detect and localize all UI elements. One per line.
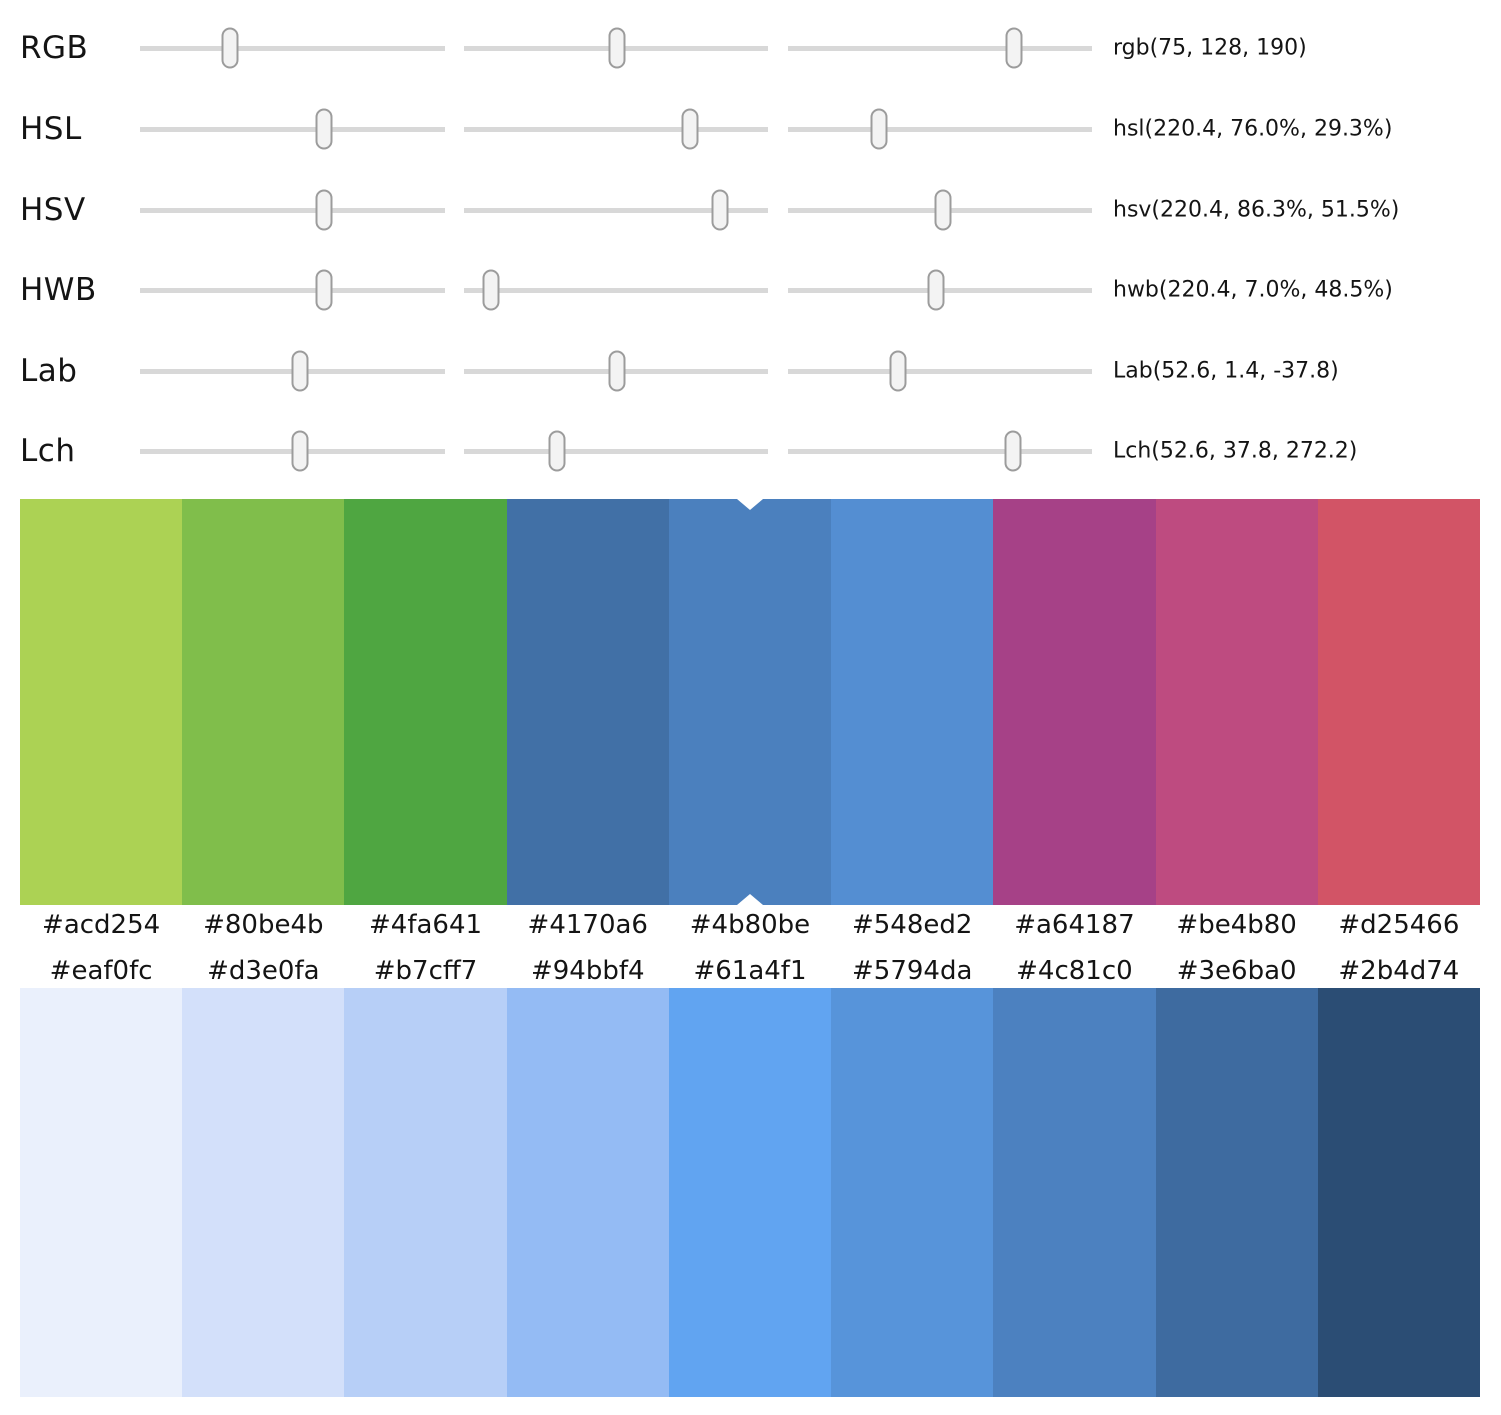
selected-swatch-notch-bottom [737,894,763,905]
lch-c-slider[interactable] [464,430,768,472]
hex-label: #5794da [852,956,973,986]
hex-label: #548ed2 [851,910,973,940]
slider-row-lch: Lch Lch(52.6, 37.8, 272.2) [0,411,1501,491]
slider-thumb[interactable] [291,430,309,472]
lightness-swatch[interactable] [1155,988,1318,1397]
slider-row-label-lab: Lab [20,353,78,389]
lightness-swatch[interactable] [506,988,669,1397]
slider-row-hwb: HWB hwb(220.4, 7.0%, 48.5%) [0,250,1501,330]
slider-row-label-rgb: RGB [20,30,89,66]
hex-label: #4170a6 [527,910,648,940]
lab-value-readout: Lab(52.6, 1.4, -37.8) [1113,358,1339,384]
hex-label: #acd254 [42,910,161,940]
lab-l-slider[interactable] [140,350,445,392]
slider-thumb[interactable] [681,108,699,150]
hue-swatch[interactable] [993,499,1156,905]
slider-thumb[interactable] [608,27,626,69]
hwb-hue-slider[interactable] [140,269,445,311]
hsl-value-readout: hsl(220.4, 76.0%, 29.3%) [1113,116,1393,142]
hsv-value-readout: hsv(220.4, 86.3%, 51.5%) [1113,197,1400,223]
slider-thumb[interactable] [315,269,333,311]
slider-thumb[interactable] [1004,430,1022,472]
hex-label: #b7cff7 [373,956,478,986]
hsv-hue-slider[interactable] [140,189,445,231]
lightness-swatch[interactable] [20,988,183,1397]
slider-thumb[interactable] [711,189,729,231]
hex-label: #94bbf4 [530,956,645,986]
rgb-blue-slider[interactable] [788,27,1092,69]
hex-label: #80be4b [203,910,324,940]
hex-label: #2b4d74 [1338,956,1460,986]
slider-row-label-hsl: HSL [20,111,82,147]
lab-a-slider[interactable] [464,350,768,392]
lightness-swatch[interactable] [344,988,507,1397]
hex-label: #d25466 [1338,910,1460,940]
slider-thumb[interactable] [934,189,952,231]
hwb-value-readout: hwb(220.4, 7.0%, 48.5%) [1113,277,1393,303]
hex-label: #a64187 [1014,910,1135,940]
hue-palette-strip [20,499,1480,905]
hex-label: #61a4f1 [693,956,807,986]
slider-thumb[interactable] [608,350,626,392]
hsv-saturation-slider[interactable] [464,189,768,231]
hwb-blackness-slider[interactable] [788,269,1092,311]
selected-swatch-notch-top [737,499,763,510]
hue-swatch-selected[interactable] [668,499,832,905]
lch-l-slider[interactable] [140,430,445,472]
slider-thumb[interactable] [548,430,566,472]
slider-thumb[interactable] [870,108,888,150]
lab-b-slider[interactable] [788,350,1092,392]
slider-row-hsl: HSL hsl(220.4, 76.0%, 29.3%) [0,89,1501,169]
hue-swatch[interactable] [831,499,994,905]
lightness-swatch[interactable] [182,988,345,1397]
hue-swatch[interactable] [20,499,183,905]
lightness-swatch[interactable] [668,988,832,1397]
slider-thumb[interactable] [221,27,239,69]
hex-label: #4b80be [689,910,811,940]
hue-swatch[interactable] [344,499,507,905]
hue-swatch[interactable] [1317,499,1480,905]
lightness-palette-strip [20,988,1480,1397]
slider-thumb[interactable] [889,350,907,392]
hex-label: #4c81c0 [1016,956,1133,986]
rgb-red-slider[interactable] [140,27,445,69]
hsl-saturation-slider[interactable] [464,108,768,150]
lightness-swatch[interactable] [831,988,994,1397]
hex-label: #3e6ba0 [1176,956,1297,986]
rgb-value-readout: rgb(75, 128, 190) [1113,35,1307,61]
hwb-whiteness-slider[interactable] [464,269,768,311]
slider-row-label-lch: Lch [20,433,76,469]
slider-thumb[interactable] [1005,27,1023,69]
hue-swatch[interactable] [182,499,345,905]
lch-h-slider[interactable] [788,430,1092,472]
hsv-value-slider[interactable] [788,189,1092,231]
hue-hex-label-row: #acd254 #80be4b #4fa641 #4170a6 #4b80be … [20,905,1480,945]
hue-swatch[interactable] [506,499,669,905]
slider-thumb[interactable] [315,189,333,231]
lightness-swatch[interactable] [1317,988,1480,1397]
hsl-hue-slider[interactable] [140,108,445,150]
lch-value-readout: Lch(52.6, 37.8, 272.2) [1113,438,1358,464]
slider-row-lab: Lab Lab(52.6, 1.4, -37.8) [0,331,1501,411]
hex-label: #4fa641 [369,910,483,940]
lightness-hex-label-row: #eaf0fc #d3e0fa #b7cff7 #94bbf4 #61a4f1 … [20,951,1480,991]
slider-row-label-hsv: HSV [20,192,86,228]
hex-label: #eaf0fc [49,956,153,986]
hue-swatch[interactable] [1155,499,1318,905]
slider-row-hsv: HSV hsv(220.4, 86.3%, 51.5%) [0,170,1501,250]
rgb-green-slider[interactable] [464,27,768,69]
lightness-swatch[interactable] [993,988,1156,1397]
slider-row-rgb: RGB rgb(75, 128, 190) [0,8,1501,88]
hex-label: #d3e0fa [207,956,320,986]
hex-label: #be4b80 [1176,910,1297,940]
hsl-lightness-slider[interactable] [788,108,1092,150]
slider-thumb[interactable] [927,269,945,311]
slider-thumb[interactable] [482,269,500,311]
slider-thumb[interactable] [315,108,333,150]
slider-thumb[interactable] [291,350,309,392]
slider-row-label-hwb: HWB [20,272,97,308]
